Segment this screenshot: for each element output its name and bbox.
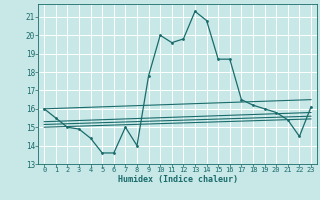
X-axis label: Humidex (Indice chaleur): Humidex (Indice chaleur) xyxy=(118,175,238,184)
